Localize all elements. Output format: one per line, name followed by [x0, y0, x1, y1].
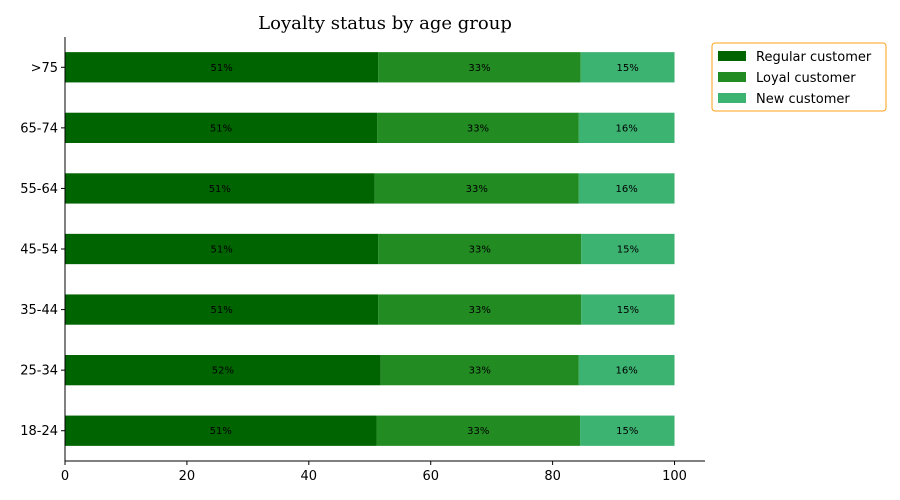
bar-data-label: 33%	[469, 245, 491, 256]
y-tick-label: >75	[31, 61, 58, 76]
bar-data-label: 15%	[617, 305, 639, 316]
bar-data-label: 51%	[211, 63, 233, 74]
axes-group: 0 20 40 60 80 100 18-24 25-34 35-44 45-54 55-64 65-…	[20, 37, 705, 484]
bar-loyal-customer-gt75	[378, 52, 581, 83]
bar-loyal-customer-35-44	[378, 294, 582, 325]
bar-data-label: 33%	[468, 63, 490, 74]
bar-data-label: 15%	[617, 245, 639, 256]
bar-regular-customer-65-74	[65, 112, 378, 143]
y-tick-label: 35-44	[20, 303, 58, 318]
bar-regular-customer-35-44	[65, 294, 379, 325]
legend-frame	[711, 42, 887, 112]
bar-data-label: 33%	[467, 426, 489, 437]
bar-loyal-customer-18-24	[376, 415, 581, 446]
bar-new-customer-45-54	[581, 233, 675, 265]
chart-title: Loyalty status by age group	[258, 13, 512, 34]
bar-new-customer-25-34	[578, 355, 675, 386]
legend-swatch	[718, 72, 746, 82]
y-tick-label: 45-54	[20, 243, 58, 258]
bar-data-label: 33%	[469, 305, 491, 316]
bar-data-label: 33%	[467, 123, 489, 134]
bar-regular-customer-25-34	[65, 355, 381, 386]
bar-data-label: 52%	[212, 366, 234, 377]
bar-data-label: 33%	[466, 184, 488, 195]
bar-loyal-customer-55-64	[374, 173, 579, 204]
legend[interactable]: Regular customer Loyal customer New custom…	[711, 42, 887, 112]
x-tick-label: 40	[301, 469, 318, 484]
bar-regular-customer-gt75	[65, 52, 379, 83]
bar-data-label: 51%	[209, 184, 231, 195]
bar-loyal-customer-45-54	[378, 233, 582, 265]
y-tick-label: 55-64	[20, 182, 58, 197]
bar-data-label: 15%	[616, 63, 638, 74]
bar-regular-customer-45-54	[65, 233, 379, 265]
bar-data-label: 51%	[210, 426, 232, 437]
bar-loyal-customer-25-34	[380, 355, 579, 386]
bar-data-label: 16%	[616, 184, 638, 195]
legend-swatch	[718, 93, 746, 103]
y-tick-label: 65-74	[20, 121, 58, 136]
legend-entry-label: Loyal customer	[756, 71, 856, 86]
x-tick-label: 20	[179, 469, 196, 484]
bar-data-label: 51%	[211, 245, 233, 256]
bar-new-customer-65-74	[578, 112, 675, 143]
bar-loyal-customer-65-74	[377, 112, 579, 143]
legend-swatch	[718, 51, 746, 61]
bar-new-customer-gt75	[580, 52, 675, 83]
bar-data-label: 16%	[616, 366, 638, 377]
bar-data-label: 51%	[210, 123, 232, 134]
bar-new-customer-55-64	[578, 173, 675, 204]
bar-new-customer-35-44	[581, 294, 675, 325]
y-tick-label: 18-24	[20, 424, 58, 439]
bar-data-label: 33%	[469, 366, 491, 377]
x-tick-label: 0	[61, 469, 69, 484]
legend-entry-label: New customer	[756, 92, 850, 107]
bar-data-label: 16%	[616, 123, 638, 134]
bar-data-label: 15%	[616, 426, 638, 437]
bar-regular-customer-55-64	[65, 173, 375, 204]
bar-data-label: 51%	[211, 305, 233, 316]
bars-group: 51% 33% 15% 52% 33% 16% 51% 33% 15% 51% 33% 15% 51% 3…	[65, 52, 675, 446]
x-tick-label: 80	[544, 469, 561, 484]
x-tick-label: 100	[662, 469, 687, 484]
y-tick-label: 25-34	[20, 364, 58, 379]
x-tick-label: 60	[422, 469, 439, 484]
legend-entry-label: Regular customer	[756, 50, 872, 65]
bar-regular-customer-18-24	[65, 415, 377, 446]
bar-new-customer-18-24	[580, 415, 675, 446]
